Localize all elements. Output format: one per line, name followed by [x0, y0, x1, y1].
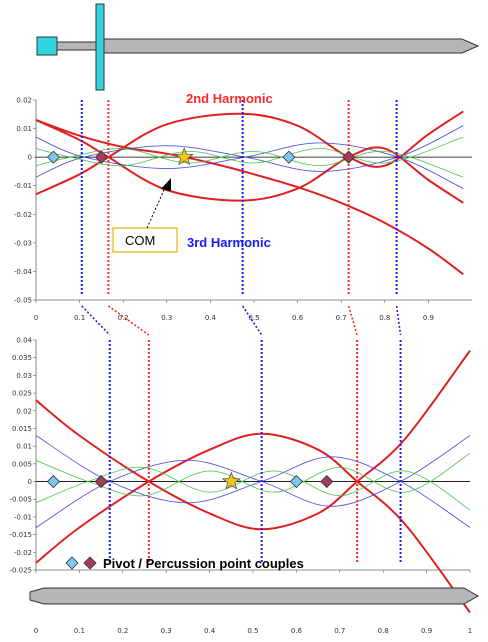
legend-label: Pivot / Percussion point couples [103, 556, 304, 571]
y-tick-label: -0.02 [14, 549, 32, 557]
sword-bottom-illustration [29, 587, 480, 605]
node-connector-line [347, 305, 358, 336]
percussion-point-marker [94, 150, 108, 164]
y-tick-label: -0.015 [9, 531, 32, 539]
y-tick-label: -0.025 [9, 567, 32, 575]
x-tick-label: 0 [34, 314, 38, 322]
legend-percussion-diamond-icon [83, 556, 97, 570]
y-tick-label: 0.02 [16, 97, 32, 105]
x-tick-label: 0.1 [74, 627, 85, 635]
com-pointer-line [146, 189, 165, 229]
y-tick-label: 0.015 [12, 425, 32, 433]
percussion-point-marker [320, 474, 334, 489]
y-tick-label: -0.01 [14, 182, 32, 190]
y-tick-label: -0.05 [14, 297, 32, 305]
com-star-marker [221, 471, 241, 490]
series-line [35, 148, 464, 178]
y-tick-label: 0.04 [16, 337, 32, 345]
series-line [35, 119, 464, 204]
series-line [35, 125, 464, 178]
legend: Pivot / Percussion point couples [65, 556, 304, 571]
sword-top-illustration [36, 3, 480, 91]
x-tick-label: 0.7 [334, 627, 345, 635]
x-tick-label: 0.2 [118, 314, 129, 322]
x-tick-label: 0.3 [161, 314, 172, 322]
label-3rd-harmonic: 3rd Harmonic [187, 235, 271, 250]
series-line [35, 119, 464, 276]
series-line [35, 136, 464, 167]
pivot-point-marker [289, 474, 303, 489]
node-connector-line [107, 305, 150, 336]
x-tick-label: 0.3 [161, 627, 172, 635]
pivot-point-marker [46, 474, 60, 489]
x-tick-label: 0.8 [379, 314, 390, 322]
y-tick-label: 0 [28, 478, 32, 486]
x-tick-label: 0.5 [247, 627, 258, 635]
y-tick-label: -0.01 [14, 513, 32, 521]
node-connector-line [241, 305, 263, 336]
y-tick-label: -0.02 [14, 211, 32, 219]
x-tick-label: 0.4 [204, 627, 216, 635]
y-tick-label: 0.01 [16, 125, 32, 133]
y-tick-label: -0.03 [14, 239, 32, 247]
y-tick-label: -0.04 [14, 268, 33, 276]
x-tick-label: 0.7 [336, 314, 347, 322]
y-tick-label: 0.02 [16, 407, 32, 415]
x-tick-label: 0.9 [423, 314, 434, 322]
series-line [35, 466, 471, 511]
y-tick-label: 0.01 [16, 443, 32, 451]
x-tick-label: 0.8 [378, 627, 389, 635]
percussion-point-marker [342, 150, 356, 164]
node-connector-line [81, 305, 111, 336]
sword-top-pommel [36, 36, 58, 56]
sword-top-crossguard [95, 3, 105, 91]
node-connectors [81, 305, 402, 336]
com-label: COM [125, 233, 155, 248]
chart-top: 0.02 0.01 0 -0.01 -0.02 -0.03 -0.04 -0.05 0 0.1 0.… [14, 97, 472, 322]
label-2nd-harmonic: 2nd Harmonic [186, 91, 273, 106]
node-connector-line [395, 305, 402, 336]
y-tick-label: 0.025 [12, 390, 32, 398]
series-line [35, 432, 471, 614]
y-tick-label: 0.035 [12, 354, 32, 362]
x-tick-label: 0.6 [292, 314, 304, 322]
x-tick-label: 0.6 [291, 627, 303, 635]
series-line [35, 110, 464, 196]
x-tick-label: 0.1 [74, 314, 85, 322]
x-tick-label: 0.5 [248, 314, 259, 322]
sword-bottom-blade [29, 587, 480, 605]
com-box [112, 227, 178, 253]
legend-pivot-diamond-icon [65, 556, 79, 570]
y-tick-label: 0 [28, 154, 32, 162]
com-star-marker [174, 146, 194, 166]
series-line [35, 452, 471, 497]
x-tick-label: 0 [34, 627, 38, 635]
y-tick-label: 0.005 [12, 460, 32, 468]
x-tick-label: 0.9 [421, 627, 432, 635]
chart-bottom: 0.04 0.035 0.03 0.025 0.02 0.015 0.01 0.005 0 -0.… [9, 337, 472, 636]
x-tick-label: 0.2 [117, 627, 128, 635]
sword-top-grip [56, 41, 98, 51]
pivot-point-marker [46, 150, 61, 164]
x-tick-label: 1 [468, 627, 472, 635]
pivot-point-marker [282, 150, 296, 164]
series-line [35, 350, 471, 531]
y-tick-label: -0.005 [9, 496, 32, 504]
y-tick-label: 0.03 [16, 372, 32, 380]
com-pointer-arrow [161, 178, 171, 191]
sword-top-blade [103, 38, 480, 54]
percussion-point-marker [94, 474, 108, 489]
x-tick-label: 0.4 [205, 314, 217, 322]
